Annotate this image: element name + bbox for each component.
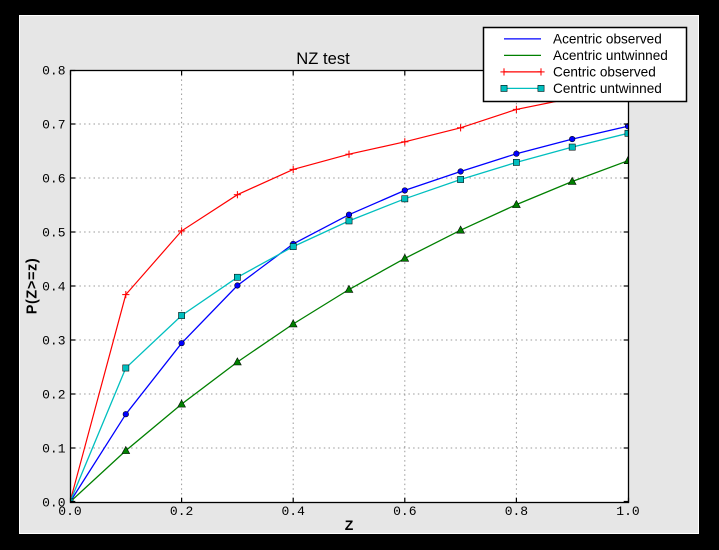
svg-text:0.6: 0.6	[42, 171, 65, 186]
svg-text:NZ test: NZ test	[296, 49, 350, 68]
svg-text:0.5: 0.5	[42, 225, 65, 240]
svg-text:Acentric observed: Acentric observed	[553, 32, 662, 47]
svg-text:0.0: 0.0	[58, 504, 81, 519]
svg-text:0.4: 0.4	[42, 279, 66, 294]
svg-text:1.0: 1.0	[616, 504, 639, 519]
svg-text:0.2: 0.2	[170, 504, 193, 519]
svg-text:0.1: 0.1	[42, 441, 66, 456]
svg-text:0.8: 0.8	[505, 504, 528, 519]
svg-text:P(Z>=z): P(Z>=z)	[25, 258, 41, 315]
svg-text:Centric untwinned: Centric untwinned	[553, 81, 662, 96]
svg-text:0.2: 0.2	[42, 387, 65, 402]
svg-text:0.3: 0.3	[42, 333, 65, 348]
svg-text:Acentric untwinned: Acentric untwinned	[553, 48, 668, 63]
svg-text:Centric observed: Centric observed	[553, 65, 656, 80]
svg-text:0.8: 0.8	[42, 63, 65, 78]
svg-text:0.4: 0.4	[281, 504, 305, 519]
svg-text:0.6: 0.6	[393, 504, 416, 519]
svg-text:Z: Z	[345, 517, 354, 533]
svg-text:0.7: 0.7	[42, 117, 65, 132]
svg-text:0.0: 0.0	[42, 495, 65, 510]
